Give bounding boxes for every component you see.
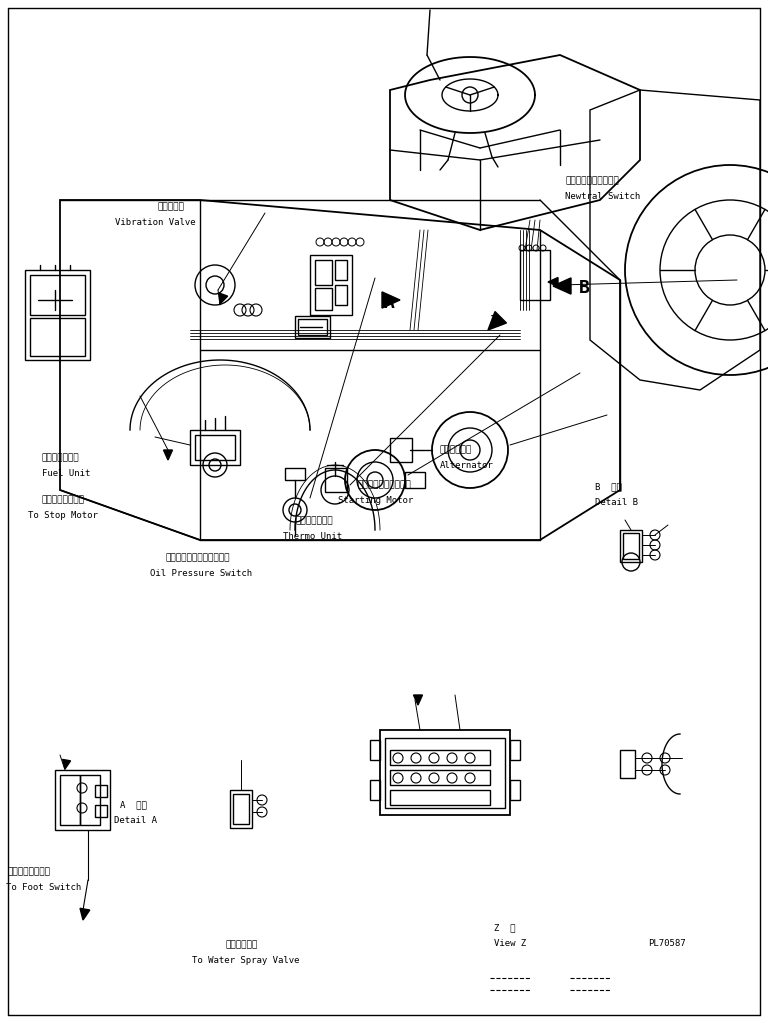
- Bar: [370, 780, 380, 800]
- Bar: [285, 468, 305, 480]
- Bar: [25, 270, 90, 360]
- Text: Vibration Valve: Vibration Valve: [115, 218, 196, 227]
- Bar: [335, 285, 347, 305]
- Bar: [390, 790, 490, 805]
- Bar: [30, 275, 85, 315]
- Bar: [390, 770, 490, 785]
- Polygon shape: [62, 759, 71, 769]
- Text: PL70587: PL70587: [648, 939, 686, 948]
- Text: ニュートラルスイッチ: ニュートラルスイッチ: [565, 176, 619, 185]
- Text: Z: Z: [490, 315, 499, 330]
- Polygon shape: [488, 312, 506, 330]
- Text: 起振バルブ: 起振バルブ: [158, 202, 185, 211]
- Text: Detail A: Detail A: [114, 816, 157, 825]
- Text: Z  視: Z 視: [494, 923, 515, 932]
- Bar: [230, 790, 252, 828]
- Bar: [335, 260, 347, 280]
- Text: B  詳細: B 詳細: [595, 482, 622, 491]
- Text: 散水バルブへ: 散水バルブへ: [225, 940, 257, 949]
- Text: To Stop Motor: To Stop Motor: [28, 512, 98, 520]
- Text: Fuel Unit: Fuel Unit: [42, 469, 91, 478]
- Bar: [620, 530, 642, 562]
- Bar: [233, 794, 249, 824]
- Text: A  詳細: A 詳細: [120, 800, 147, 809]
- Bar: [405, 472, 425, 488]
- Polygon shape: [548, 277, 558, 286]
- Text: View Z: View Z: [494, 939, 526, 948]
- Bar: [55, 770, 110, 830]
- Circle shape: [462, 87, 478, 103]
- Polygon shape: [382, 292, 400, 308]
- Bar: [390, 750, 490, 765]
- Bar: [95, 785, 107, 797]
- Text: フットスイッチへ: フットスイッチへ: [8, 868, 51, 876]
- Bar: [190, 430, 240, 465]
- Bar: [390, 438, 412, 462]
- Bar: [380, 730, 510, 815]
- Bar: [315, 288, 332, 310]
- Text: フェルユニット: フェルユニット: [42, 453, 80, 462]
- Polygon shape: [553, 278, 571, 294]
- Text: To Water Spray Valve: To Water Spray Valve: [192, 957, 300, 965]
- Text: オイルプレッシャスイッチ: オイルプレッシャスイッチ: [165, 553, 230, 562]
- Polygon shape: [413, 695, 422, 705]
- Bar: [315, 260, 332, 285]
- Bar: [325, 468, 347, 492]
- Text: Starting Motor: Starting Motor: [338, 496, 413, 505]
- Text: Newtral Switch: Newtral Switch: [565, 192, 641, 201]
- Bar: [295, 316, 330, 338]
- Bar: [623, 533, 639, 559]
- Text: スターティングモータ: スターティングモータ: [358, 480, 412, 489]
- Bar: [310, 255, 352, 315]
- Bar: [620, 750, 635, 779]
- Text: Detail B: Detail B: [595, 498, 638, 507]
- Bar: [60, 775, 80, 825]
- Bar: [520, 250, 550, 300]
- Text: B: B: [579, 279, 590, 297]
- Bar: [385, 738, 505, 808]
- Bar: [195, 435, 235, 460]
- Bar: [298, 319, 327, 335]
- Text: オルタネータ: オルタネータ: [440, 445, 472, 454]
- Bar: [30, 318, 85, 356]
- Bar: [510, 780, 520, 800]
- Text: To Foot Switch: To Foot Switch: [6, 883, 81, 892]
- Text: A: A: [384, 294, 395, 312]
- Text: Thermo Unit: Thermo Unit: [283, 532, 342, 541]
- Bar: [80, 775, 100, 825]
- Bar: [510, 740, 520, 760]
- Text: サーモユニット: サーモユニット: [295, 516, 333, 525]
- Polygon shape: [164, 450, 173, 460]
- Polygon shape: [219, 293, 227, 304]
- Bar: [95, 805, 107, 817]
- Bar: [370, 740, 380, 760]
- Text: Oil Pressure Switch: Oil Pressure Switch: [150, 569, 252, 578]
- Polygon shape: [80, 908, 90, 920]
- Text: Alternator: Alternator: [440, 461, 494, 470]
- Text: ストップモータへ: ストップモータへ: [42, 495, 85, 504]
